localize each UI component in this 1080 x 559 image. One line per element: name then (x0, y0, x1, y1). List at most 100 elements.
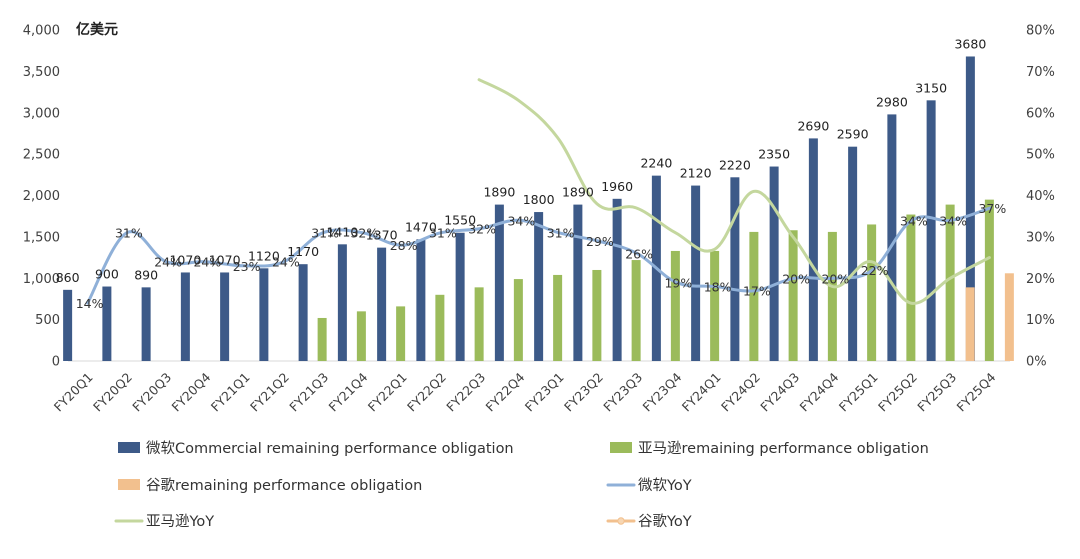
x-tick-label: FY22Q4 (483, 369, 528, 414)
bar-series-1 (396, 306, 405, 361)
yoy-percent-label: 32% (350, 226, 378, 241)
yoy-percent-label: 14% (76, 296, 104, 311)
bar-value-label: 2590 (837, 127, 869, 142)
yoy-percent-label: 34% (507, 213, 535, 228)
legend-label: 亚马逊YoY (146, 513, 214, 530)
bar-series-1 (671, 251, 680, 361)
bar-series-0 (63, 290, 72, 361)
x-tick-label: FY20Q2 (90, 370, 135, 415)
bar-series-0 (299, 264, 308, 361)
bar-series-0 (770, 167, 779, 361)
bar-value-label: 3680 (954, 36, 986, 51)
y-tick-label: 3,000 (23, 106, 60, 121)
bar-series-0 (848, 147, 857, 361)
y-axis-unit-label: 亿美元 (76, 21, 118, 38)
bar-series-0 (613, 199, 622, 361)
bar-series-1 (357, 311, 366, 361)
bar-value-label: 1890 (483, 185, 515, 200)
yoy-percent-label: 26% (625, 246, 653, 261)
bar-value-label: 2120 (680, 166, 712, 181)
legend-swatch-bar-0 (118, 442, 140, 453)
yoy-percent-label: 19% (664, 275, 692, 290)
x-tick-label: FY21Q4 (326, 369, 371, 414)
x-tick-label: FY24Q2 (718, 370, 763, 415)
bar-series-0 (730, 177, 739, 361)
bar-value-label: 2240 (640, 156, 672, 171)
bar-value-label: 1960 (601, 179, 633, 194)
bar-value-label: 860 (56, 270, 80, 285)
x-tick-label: FY20Q1 (51, 370, 96, 415)
x-tick-label: FY24Q3 (757, 370, 802, 415)
legend-swatch-bar-2 (118, 479, 140, 490)
yoy-percent-label: 31% (311, 226, 339, 241)
x-tick-label: FY24Q4 (797, 369, 842, 414)
x-tick-label: FY23Q4 (640, 369, 685, 414)
bar-series-2 (1005, 273, 1014, 361)
bar-series-0 (377, 248, 386, 361)
bar-value-label: 2980 (876, 94, 908, 109)
bar-series-0 (573, 205, 582, 361)
y-tick-label: 500 (35, 313, 60, 328)
bar-series-0 (416, 239, 425, 361)
bar-series-0 (691, 186, 700, 361)
legend: 微软Commercial remaining performance oblig… (116, 440, 929, 530)
legend-label: 微软YoY (638, 477, 692, 494)
bar-value-label: 2220 (719, 157, 751, 172)
yoy-percent-label: 23% (233, 259, 261, 274)
x-tick-label: FY23Q2 (561, 370, 606, 415)
bar-series-1 (514, 279, 523, 361)
x-tick-label: FY25Q2 (875, 370, 920, 415)
bar-series-1 (828, 232, 837, 361)
x-tick-label: FY22Q3 (443, 370, 488, 415)
y-tick-label: 2,000 (23, 189, 60, 204)
yoy-percent-label: 34% (939, 213, 967, 228)
y-tick-label: 1,000 (23, 272, 60, 287)
yoy-percent-label: 18% (704, 280, 732, 295)
x-tick-label: FY25Q3 (914, 370, 959, 415)
yoy-percent-label: 20% (782, 271, 810, 286)
x-tick-label: FY23Q1 (522, 370, 567, 415)
bar-value-label: 1890 (562, 185, 594, 200)
y2-axis-ticks: 0%10%20%30%40%50%60%70%80% (1026, 24, 1055, 370)
x-tick-label: FY22Q2 (404, 370, 449, 415)
y2-tick-label: 80% (1026, 24, 1055, 39)
x-tick-label: FY21Q2 (247, 370, 292, 415)
x-tick-label: FY23Q3 (600, 370, 645, 415)
yoy-percent-label: 20% (821, 271, 849, 286)
yoy-percent-label: 22% (861, 263, 889, 278)
x-tick-label: FY20Q4 (169, 369, 214, 414)
x-tick-label: FY25Q1 (836, 370, 881, 415)
bar-series-1 (985, 200, 994, 361)
yoy-percent-label: 31% (429, 226, 457, 241)
x-tick-label: FY20Q3 (129, 370, 174, 415)
y-tick-label: 2,500 (23, 148, 60, 163)
bar-series-1 (867, 224, 876, 361)
legend-label: 亚马逊remaining performance obligation (638, 440, 929, 457)
bar-value-label: 2350 (758, 147, 790, 162)
y2-tick-label: 10% (1026, 313, 1055, 328)
bar-series-0 (809, 138, 818, 361)
x-tick-label: FY22Q1 (365, 370, 410, 415)
legend-label: 微软Commercial remaining performance oblig… (146, 440, 514, 457)
y-tick-label: 1,500 (23, 230, 60, 245)
x-axis-ticks: FY20Q1FY20Q2FY20Q3FY20Q4FY21Q1FY21Q2FY21… (51, 369, 999, 414)
y2-tick-label: 20% (1026, 272, 1055, 287)
bar-series-0 (220, 272, 229, 361)
bar-series-0 (456, 233, 465, 361)
y2-tick-label: 0% (1026, 355, 1047, 370)
yoy-percent-label: 17% (743, 284, 771, 299)
legend-swatch-bar-1 (610, 442, 632, 453)
y2-tick-label: 30% (1026, 230, 1055, 245)
x-tick-label: FY21Q3 (286, 370, 331, 415)
bar-series-0 (534, 212, 543, 361)
y2-tick-label: 40% (1026, 189, 1055, 204)
yoy-percent-label: 24% (193, 255, 221, 270)
bar-series-0 (495, 205, 504, 361)
yoy-percent-label: 32% (468, 222, 496, 237)
bar-series-1 (592, 270, 601, 361)
bar-series-2 (966, 287, 975, 361)
yoy-percent-label: 24% (272, 255, 300, 270)
